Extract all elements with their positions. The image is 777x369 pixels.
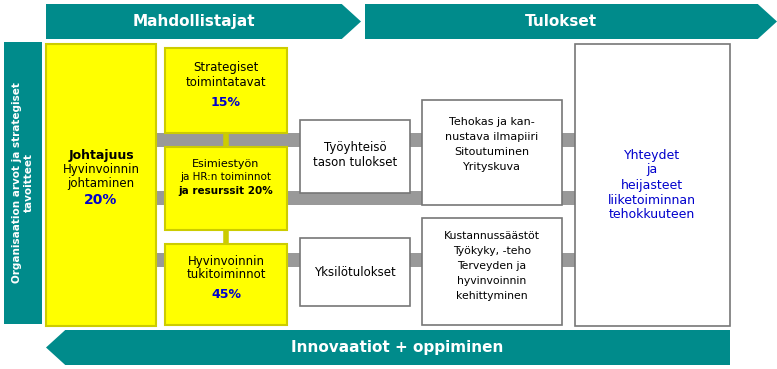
Text: johtaminen: johtaminen xyxy=(68,176,134,190)
Text: 15%: 15% xyxy=(211,97,241,110)
Polygon shape xyxy=(46,4,361,39)
FancyBboxPatch shape xyxy=(4,42,42,324)
Text: Hyvinvoinnin: Hyvinvoinnin xyxy=(62,163,140,176)
Text: Tulokset: Tulokset xyxy=(525,14,598,29)
Text: 45%: 45% xyxy=(211,287,241,300)
Text: Työkyky, -teho: Työkyky, -teho xyxy=(453,246,531,256)
Text: Työyhteisö: Työyhteisö xyxy=(324,141,386,155)
FancyBboxPatch shape xyxy=(46,253,730,267)
Text: heijasteet: heijasteet xyxy=(621,179,683,192)
FancyBboxPatch shape xyxy=(46,133,730,147)
FancyBboxPatch shape xyxy=(46,191,730,205)
Text: liiketoiminnan: liiketoiminnan xyxy=(608,193,696,207)
FancyBboxPatch shape xyxy=(165,147,287,230)
Polygon shape xyxy=(46,330,730,365)
Text: toimintatavat: toimintatavat xyxy=(186,76,267,90)
Text: Tehokas ja kan-: Tehokas ja kan- xyxy=(449,117,535,127)
Text: Organisaation arvot ja strategiset
tavoitteet: Organisaation arvot ja strategiset tavoi… xyxy=(12,83,34,283)
Text: tason tulokset: tason tulokset xyxy=(313,155,397,169)
Text: Hyvinvoinnin: Hyvinvoinnin xyxy=(187,255,264,269)
FancyBboxPatch shape xyxy=(165,244,287,325)
FancyBboxPatch shape xyxy=(422,100,562,205)
FancyBboxPatch shape xyxy=(300,238,410,306)
Text: Strategiset: Strategiset xyxy=(193,62,259,75)
Polygon shape xyxy=(365,4,777,39)
FancyBboxPatch shape xyxy=(575,44,730,326)
Text: Terveyden ja: Terveyden ja xyxy=(458,261,527,271)
Text: hyvinvoinnin: hyvinvoinnin xyxy=(458,276,527,286)
Text: Mahdollistajat: Mahdollistajat xyxy=(133,14,255,29)
Text: 20%: 20% xyxy=(85,193,117,207)
FancyBboxPatch shape xyxy=(46,44,156,326)
Text: Kustannussäästöt: Kustannussäästöt xyxy=(444,231,540,241)
Text: Johtajuus: Johtajuus xyxy=(68,148,134,162)
Text: tehokkuuteen: tehokkuuteen xyxy=(609,208,695,221)
FancyBboxPatch shape xyxy=(300,120,410,193)
Text: Esimiestyön: Esimiestyön xyxy=(193,159,260,169)
Text: nustava ilmapiiri: nustava ilmapiiri xyxy=(445,132,538,142)
FancyBboxPatch shape xyxy=(422,218,562,325)
Text: Yrityskuva: Yrityskuva xyxy=(463,162,521,172)
Text: Yksilötulokset: Yksilötulokset xyxy=(314,266,395,279)
Text: ja resurssit 20%: ja resurssit 20% xyxy=(179,186,274,196)
FancyBboxPatch shape xyxy=(165,48,287,133)
Text: ja HR:n toiminnot: ja HR:n toiminnot xyxy=(180,172,271,182)
Text: kehittyminen: kehittyminen xyxy=(456,291,528,301)
Text: ja: ja xyxy=(646,163,657,176)
Text: Sitoutuminen: Sitoutuminen xyxy=(455,147,530,157)
Text: tukitoiminnot: tukitoiminnot xyxy=(186,269,266,282)
Text: Yhteydet: Yhteydet xyxy=(624,148,680,162)
Text: Innovaatiot + oppiminen: Innovaatiot + oppiminen xyxy=(291,340,503,355)
